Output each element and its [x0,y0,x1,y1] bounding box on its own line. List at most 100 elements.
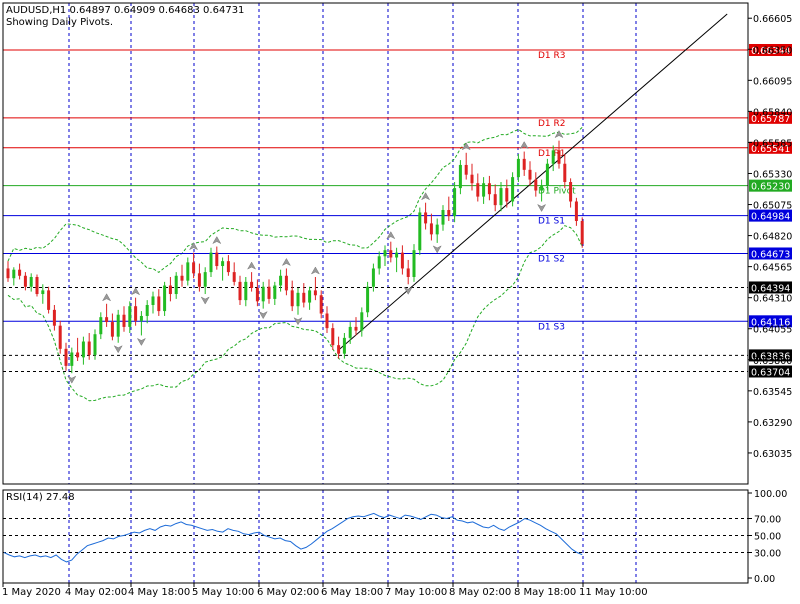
candle-body [441,210,445,225]
price-tag [749,247,792,260]
rsi-tick-label: 30.00 [754,549,781,560]
fractal-down-marker [113,345,123,354]
rsi-line [3,512,583,563]
fractal-up-marker [310,266,321,275]
candle-body [226,261,230,273]
candle-body [499,188,503,206]
candle-body [580,220,584,245]
price-tick-label: 0.64310 [753,294,792,305]
level-label: D1 R2 [538,119,566,129]
candle-body [58,325,62,349]
fractal-up-marker [212,236,222,245]
candle-body [215,252,219,267]
candle-body [186,262,190,281]
candle-body [197,273,201,287]
candle-body [563,163,567,183]
candle-body [569,182,573,202]
candle-body [70,352,74,366]
candles [6,140,584,374]
candle-body [209,252,213,273]
candle-body [116,314,120,337]
candle-body [453,188,457,217]
candle-body [348,326,352,338]
price-tick-label: 0.65330 [753,169,792,180]
fractal-up-marker [246,261,257,270]
candle-body [337,345,341,354]
candle-body [366,286,370,313]
candle-body [244,281,248,301]
candle-body [151,296,155,305]
candle-body [302,292,306,303]
price-tag-label: 0.66344 [751,46,790,57]
price-tag-label: 0.65230 [751,182,790,193]
candle-body [93,334,97,355]
price-tick-label: 0.66605 [753,14,792,25]
fractal-down-marker [67,375,77,384]
rsi-tick-label: 50.00 [754,532,781,543]
candle-body [255,287,259,302]
candle-body [41,290,45,295]
candle-body [418,212,422,251]
price-tag [749,315,792,328]
candle-body [360,312,364,331]
price-tag-label: 0.63704 [751,367,790,378]
candle-body [545,163,549,186]
symbol-line: AUDUSD,H1 0.64897 0.64909 0.64683 0.6473… [6,5,244,16]
candle-body [47,290,51,310]
candle-body [313,290,317,296]
time-tick-label: 4 May 18:00 [128,587,190,598]
price-tag [749,141,792,154]
fractal-down-marker [403,286,413,295]
candle-body [134,306,138,321]
candle-body [528,169,532,180]
time-tick-label: 8 May 02:00 [449,587,511,598]
fractal-up-marker [188,242,199,251]
candle-body [342,337,346,354]
candle-body [424,212,428,224]
rsi-label: RSI(14) 27.48 [6,492,75,503]
candle-body [395,252,399,258]
candle-body [406,268,410,277]
candle-body [110,322,114,337]
time-tick-label: 6 May 02:00 [257,587,319,598]
price-tick-label: 0.63290 [753,418,792,429]
fractal-down-marker [258,311,268,320]
candle-body [308,290,312,303]
time-tick-label: 8 May 18:00 [514,587,576,598]
grid [68,3,637,583]
price-tag-label: 0.63836 [751,351,790,362]
lower-band [7,225,583,402]
main-pane-frame [2,2,749,485]
level-label: D1 S3 [538,322,565,332]
price-tick-label: 0.66350 [753,45,792,56]
price-tick-label: 0.63545 [753,387,792,398]
fractal-up-marker [386,231,396,240]
candle-body [221,261,225,267]
candle-body [516,158,520,178]
fractal-down-marker [136,337,147,346]
fractal-down-marker [432,245,442,254]
candle-body [482,183,486,197]
candle-body [476,183,480,197]
price-tick-label: 0.64055 [753,325,792,336]
candle-body [458,164,462,189]
fractal-up-marker [554,130,564,139]
candle-body [250,281,254,288]
candle-body [12,269,16,279]
axes: 1 May 2020 4 May 02:00 4 May 18:00 5 May 10… [2,2,792,598]
candle-body [296,292,300,307]
candle-body [145,304,149,316]
candle-body [139,315,143,321]
candle-body [238,281,242,301]
candle-body [81,341,85,358]
candle-body [122,314,126,327]
trend-line [338,13,728,351]
candle-body [540,185,544,191]
candle-body [290,290,294,307]
chart-subtitle: Showing Daily Pivots. [6,17,113,28]
candle-body [447,210,451,217]
candle-body [192,262,196,274]
trendline [338,13,728,351]
price-tick-label: 0.65840 [753,107,792,118]
